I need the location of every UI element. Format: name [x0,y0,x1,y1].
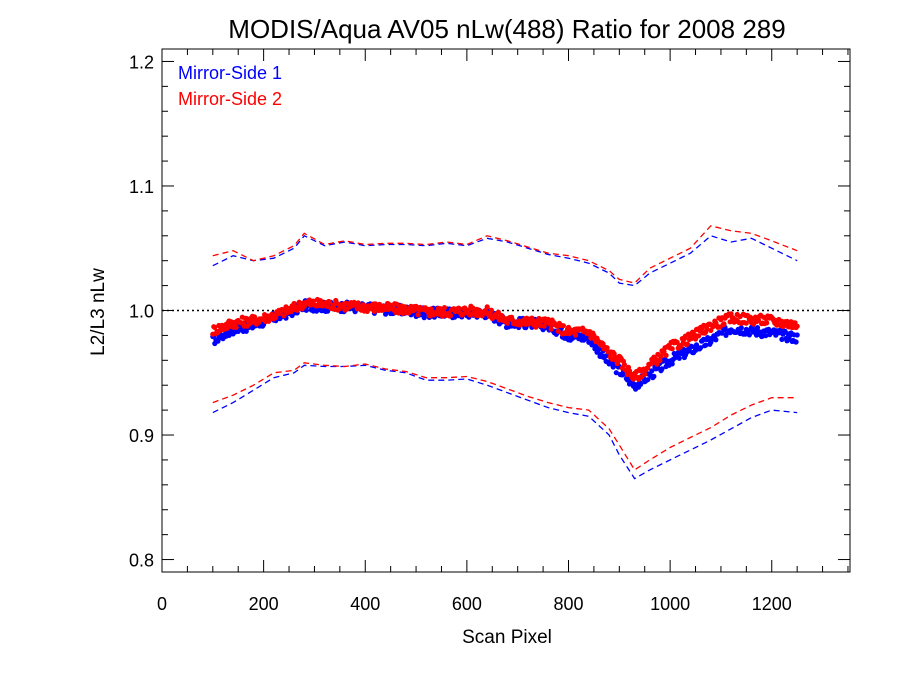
x-tick-label: 200 [249,594,279,614]
mirror-side-2-upper-line [212,225,798,284]
mirror-side-2-point [555,328,561,334]
mirror-side-2-point [233,324,239,330]
mirror-side-2-point [691,332,698,338]
mirror-side-1-point [703,342,709,348]
mirror-side-2-point [657,358,663,364]
mirror-side-2-point [560,323,567,329]
mirror-side-1-point [754,325,761,331]
mirror-side-2-point [755,317,762,323]
mirror-side-2-point [794,323,800,329]
mirror-side-1-point [659,366,665,372]
mirror-side-2-point [456,305,462,311]
mirror-side-2-point [696,333,702,339]
mirror-side-2-point [663,352,669,358]
mirror-side-1-point [793,339,799,345]
y-tick-label: 0.8 [129,551,154,571]
mirror-side-2-point [355,300,361,306]
mirror-side-2-point [415,312,421,318]
mirror-side-1-point [669,361,675,367]
mirror-side-1-point [794,332,800,338]
x-tick-label: 800 [553,594,583,614]
mirror-side-2-point [448,312,454,319]
mirror-side-1-point [638,381,644,387]
mirror-side-1-point [649,368,655,374]
mirror-side-2-point [764,320,770,326]
legend-entry: Mirror-Side 2 [178,89,282,109]
mirror-side-2-point [621,362,628,368]
y-tick-label: 1.1 [129,177,154,197]
mirror-side-1-point [303,307,309,313]
mirror-side-2-point [317,298,324,304]
y-tick-label: 1.0 [129,302,154,322]
mirror-side-2-point [727,319,733,325]
mirror-side-1-upper-line [212,234,798,287]
mirror-side-1-point [779,336,785,342]
mirror-side-2-point [669,346,675,352]
mirror-side-2-point [573,332,579,338]
x-tick-label: 600 [452,594,482,614]
x-tick-label: 0 [157,594,167,614]
mirror-side-1-point [723,332,729,338]
mirror-side-2-point [376,301,383,307]
mirror-side-2-point [743,320,749,326]
mirror-side-1-point [738,325,744,331]
mirror-side-2-point [684,341,691,347]
mirror-side-2-point [484,304,490,310]
y-tick-label: 1.2 [129,52,154,72]
plot-area [162,225,850,480]
mirror-side-2-point [212,324,218,330]
mirror-side-2-point [701,322,707,328]
mirror-side-2-point [406,310,412,316]
mirror-side-2-point [654,361,660,367]
y-axis-label: L2/L3 nLw [88,268,109,356]
x-tick-label: 1200 [752,594,792,614]
plot-frame [161,48,851,573]
mirror-side-2-point [327,299,333,305]
mirror-side-2-point [488,307,494,313]
mirror-side-2-point [548,326,554,332]
mirror-side-2-point [688,335,695,341]
x-tick-label: 1000 [650,594,690,614]
mirror-side-2-point [504,320,511,326]
mirror-side-2-point [704,326,710,332]
mirror-side-2-point [721,321,727,327]
mirror-side-2-point [604,345,610,351]
legend-entry: Mirror-Side 1 [178,63,282,83]
mirror-side-1-point [763,333,769,339]
mirror-side-1-point [613,370,619,376]
axis-ticks: 0 200 400 600 800 1000 1200 0.8 0.9 1.0 1.1 1.2 [129,49,850,614]
mirror-side-2-point [441,305,448,311]
mirror-side-2-lower-line [212,362,798,471]
y-tick-label: 0.9 [129,426,154,446]
mirror-side-1-point [746,332,753,338]
mirror-side-2-point [310,298,316,304]
legend: Mirror-Side 1 Mirror-Side 2 [178,63,282,109]
mirror-side-1-point [651,373,657,379]
mirror-side-1-point [676,355,682,361]
mirror-side-2-point [533,324,539,330]
x-tick-label: 400 [350,594,380,614]
mirror-side-1-lower-line [212,364,798,480]
mirror-side-1-point [698,345,704,351]
mirror-side-2-points [210,296,800,382]
mirror-side-2-point [273,314,279,321]
mirror-side-2-point [372,301,378,307]
mirror-side-2-point [642,371,648,377]
mirror-side-1-point [452,314,458,320]
x-axis-label: Scan Pixel [462,627,552,648]
mirror-side-2-point [400,310,406,316]
mirror-side-1-point [713,337,719,343]
chart-title: MODIS/Aqua AV05 nLw(488) Ratio for 2008 … [228,14,785,44]
mirror-side-1-point [645,377,651,383]
